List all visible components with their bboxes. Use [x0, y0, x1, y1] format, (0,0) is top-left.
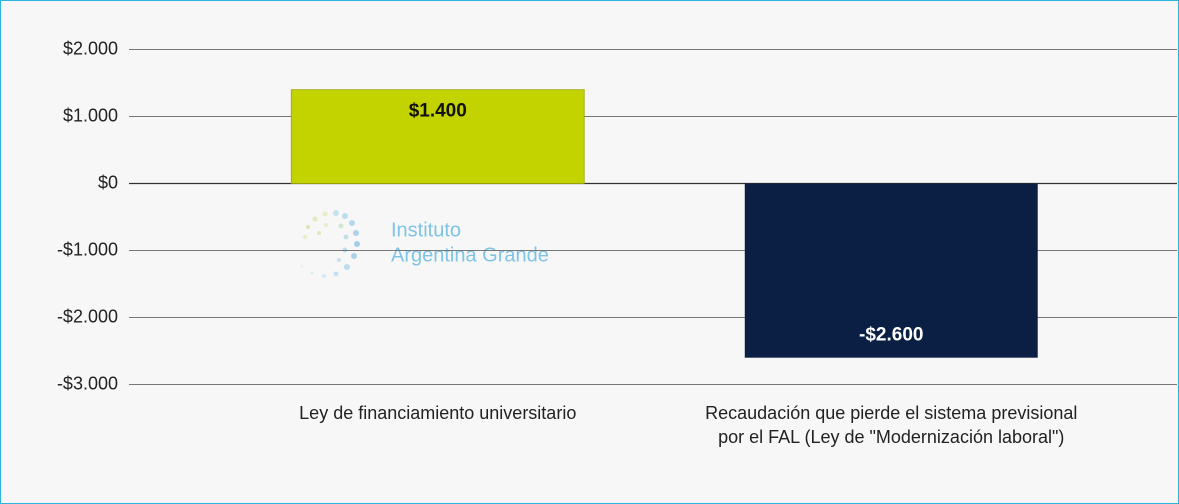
y-tick-label: $1.000: [63, 105, 118, 125]
bar: [744, 183, 1038, 358]
y-tick-label: -$1.000: [57, 239, 118, 259]
x-tick-label: Recaudación que pierde el sistema previs…: [705, 403, 1078, 447]
x-tick-label: Ley de financiamiento universitario: [299, 403, 577, 423]
bar: [290, 89, 585, 184]
value-label: $1.400: [409, 101, 467, 122]
watermark-text: Instituto: [391, 219, 461, 241]
y-tick-label: $2.000: [63, 38, 118, 58]
y-tick-label: -$3.000: [57, 373, 118, 393]
watermark-text: Argentina Grande: [391, 244, 549, 266]
value-label: -$2.600: [859, 325, 923, 346]
y-tick-label: -$2.000: [57, 306, 118, 326]
y-tick-label: $0: [98, 172, 118, 192]
watermark-logo: [300, 210, 360, 278]
